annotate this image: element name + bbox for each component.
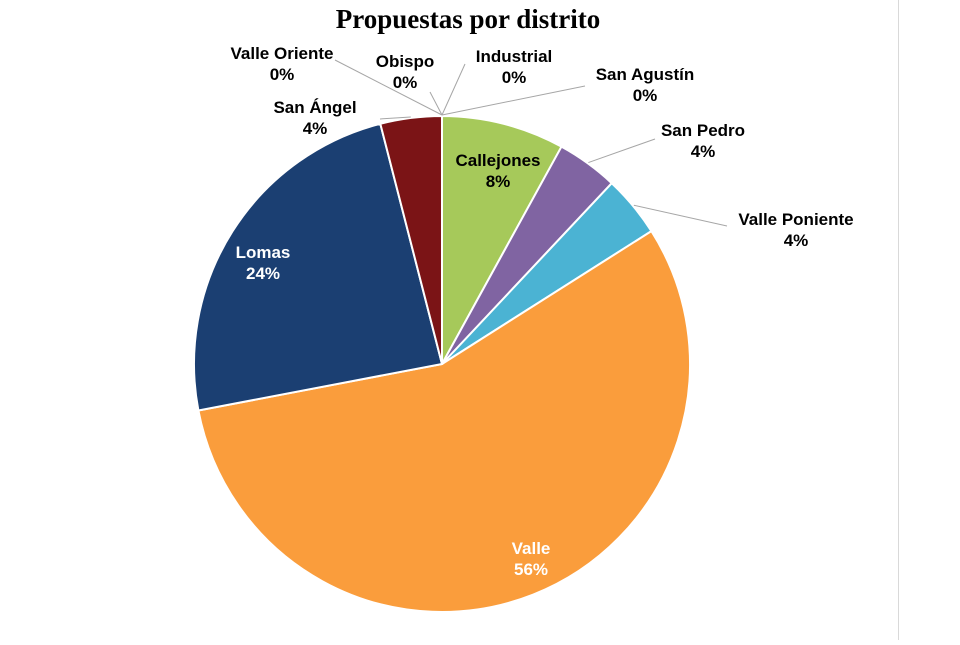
label-value-callejones: 8% bbox=[486, 172, 511, 191]
slices-group bbox=[193, 114, 691, 613]
data-label-valle-oriente: Valle Oriente 0% bbox=[231, 44, 334, 84]
label-value-industrial: 0% bbox=[502, 68, 527, 87]
leader-lines-group bbox=[334, 59, 728, 227]
data-label-san-angel: San Ángel 4% bbox=[273, 98, 356, 138]
label-name-valle-oriente: Valle Oriente bbox=[231, 44, 334, 63]
label-value-valle-poniente: 4% bbox=[784, 231, 809, 250]
label-name-callejones: Callejones bbox=[455, 151, 540, 170]
data-label-valle-poniente: Valle Poniente 4% bbox=[738, 210, 853, 250]
leader-line-valle-oriente bbox=[334, 59, 443, 116]
data-label-valle: Valle 56% bbox=[512, 539, 551, 579]
label-value-valle-oriente: 0% bbox=[270, 65, 295, 84]
label-name-valle: Valle bbox=[512, 539, 551, 558]
page-edge-divider bbox=[898, 0, 899, 640]
label-name-valle-poniente: Valle Poniente bbox=[738, 210, 853, 229]
data-label-san-pedro: San Pedro 4% bbox=[661, 121, 745, 161]
slice-valle bbox=[197, 229, 691, 613]
leader-line-san-angel bbox=[379, 116, 411, 120]
label-name-lomas: Lomas bbox=[236, 243, 291, 262]
label-value-valle: 56% bbox=[514, 560, 548, 579]
data-label-obispo: Obispo 0% bbox=[376, 52, 435, 92]
label-name-obispo: Obispo bbox=[376, 52, 435, 71]
labels-group: Industrial 0% San Agustín 0% Callejones 8% San… bbox=[231, 44, 854, 579]
leader-line-industrial bbox=[441, 63, 466, 116]
chart-title: Propuestas por distrito bbox=[336, 4, 601, 34]
slice-callejones bbox=[441, 114, 563, 365]
label-value-obispo: 0% bbox=[393, 73, 418, 92]
label-name-san-agustin: San Agustín bbox=[596, 65, 695, 84]
label-value-san-agustin: 0% bbox=[633, 86, 658, 105]
leader-line-san-agustin bbox=[441, 85, 586, 116]
label-name-industrial: Industrial bbox=[476, 47, 553, 66]
slice-san-angel bbox=[379, 114, 443, 365]
data-label-san-agustin: San Agustín 0% bbox=[596, 65, 695, 105]
data-label-industrial: Industrial 0% bbox=[476, 47, 553, 87]
label-value-san-angel: 4% bbox=[303, 119, 328, 138]
label-value-lomas: 24% bbox=[246, 264, 280, 283]
data-label-callejones: Callejones 8% bbox=[455, 151, 540, 191]
slice-lomas bbox=[193, 122, 444, 412]
leader-line-san-pedro bbox=[588, 138, 656, 164]
label-value-san-pedro: 4% bbox=[691, 142, 716, 161]
data-label-lomas: Lomas 24% bbox=[236, 243, 291, 283]
leader-line-obispo bbox=[429, 91, 443, 116]
leader-line-valle-poniente bbox=[633, 204, 728, 227]
label-name-san-angel: San Ángel bbox=[273, 98, 356, 117]
label-name-san-pedro: San Pedro bbox=[661, 121, 745, 140]
